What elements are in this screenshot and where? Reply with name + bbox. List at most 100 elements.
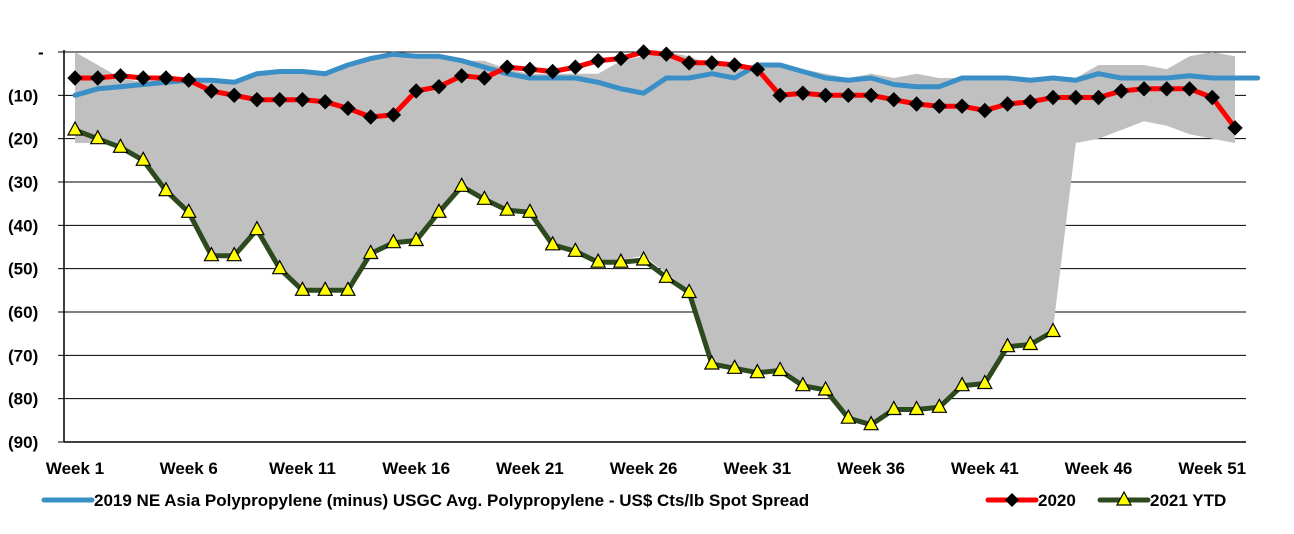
data-point-diamond (954, 98, 970, 114)
data-point-diamond (499, 59, 515, 75)
data-point-triangle (339, 281, 356, 296)
data-point-diamond (226, 87, 242, 104)
x-tick-label: Week 1 (46, 459, 104, 478)
data-point-diamond (544, 63, 561, 80)
data-point-triangle (453, 177, 470, 192)
x-tick-label: Week 21 (496, 459, 564, 478)
data-point-triangle (885, 400, 902, 416)
x-tick-label: Week 11 (269, 459, 336, 478)
data-point-triangle (908, 400, 925, 416)
data-point-triangle (180, 203, 197, 218)
data-point-triangle (430, 203, 447, 218)
y-tick-label: (50) (8, 260, 38, 279)
data-point-triangle (226, 246, 243, 262)
data-point-diamond (704, 55, 720, 71)
y-tick-label: - (38, 43, 44, 62)
data-point-diamond (1090, 89, 1107, 106)
data-point-diamond (613, 50, 629, 67)
data-point-triangle (658, 268, 675, 283)
data-point-triangle (294, 281, 311, 296)
data-point-diamond (863, 87, 879, 104)
x-tick-labels: Week 1 Week 6 Week 11 Week 16 Week 21 Week 26… (46, 459, 1246, 478)
legend-marker-triangle (1115, 490, 1133, 506)
data-point-diamond (931, 98, 948, 114)
y-tick-label: (20) (8, 130, 38, 149)
range-band (75, 52, 1235, 425)
series-line-1 (72, 49, 1238, 131)
data-point-diamond (431, 78, 447, 95)
x-tick-label: Week 41 (951, 459, 1019, 478)
data-point-diamond (158, 70, 174, 86)
min-max-range-area (75, 52, 1235, 425)
data-point-diamond (181, 72, 197, 88)
data-point-diamond (977, 102, 993, 119)
data-point-diamond (1204, 89, 1220, 106)
x-tick-label: Week 6 (160, 459, 218, 478)
data-point-diamond (1022, 94, 1039, 110)
data-point-triangle (271, 259, 288, 275)
data-point-diamond (681, 55, 697, 71)
data-point-triangle (385, 233, 402, 249)
data-point-triangle (749, 363, 766, 379)
legend-label-1: 2020 (1038, 491, 1076, 510)
y-tick-label: (10) (8, 86, 38, 105)
data-point-triangle (317, 281, 334, 296)
data-point-triangle (999, 337, 1016, 353)
data-point-triangle (499, 200, 516, 216)
y-tick-labels: - (10) (20) (30) (40) (50) (60) (70) (80) (90) (8, 43, 44, 452)
data-point-diamond (1045, 89, 1061, 106)
data-point-triangle (703, 354, 720, 370)
y-tick-label: (80) (8, 390, 38, 409)
x-tick-label: Week 31 (723, 459, 791, 478)
data-point-triangle (567, 242, 584, 257)
data-point-diamond (772, 87, 788, 104)
data-point-diamond (67, 70, 83, 86)
data-point-triangle (635, 250, 652, 266)
data-point-diamond (1136, 81, 1152, 97)
data-point-diamond (840, 87, 857, 104)
data-point-diamond (908, 96, 925, 112)
y-tick-label: (60) (8, 303, 38, 322)
data-point-diamond (317, 94, 333, 110)
data-point-triangle (66, 120, 84, 136)
data-point-triangle (476, 190, 493, 205)
data-point-triangle (89, 129, 106, 145)
data-point-diamond (90, 70, 106, 86)
y-tick-label: (90) (8, 433, 38, 452)
data-point-triangle (203, 246, 220, 262)
data-point-diamond (249, 91, 265, 108)
data-point-triangle (612, 252, 629, 268)
data-point-triangle (840, 408, 857, 424)
data-point-diamond (999, 96, 1016, 112)
axes (58, 50, 1246, 443)
data-point-diamond (795, 85, 811, 101)
data-point-triangle (248, 220, 265, 236)
data-point-diamond (271, 91, 288, 108)
data-point-triangle (954, 376, 971, 392)
data-point-diamond (567, 59, 584, 75)
data-point-diamond (1068, 89, 1084, 106)
data-point-diamond (362, 109, 379, 125)
data-point-diamond (522, 61, 538, 78)
data-point-triangle (772, 361, 789, 377)
data-point-diamond (453, 68, 470, 84)
y-tick-label: (70) (8, 346, 38, 365)
y-tick-label: (40) (8, 216, 38, 235)
legend: 2019 NE Asia Polypropylene (minus) USGC … (41, 490, 1226, 510)
data-point-triangle (408, 231, 425, 247)
x-tick-label: Week 16 (382, 459, 450, 478)
data-point-diamond (203, 83, 220, 99)
x-tick-label: Week 46 (1065, 459, 1133, 478)
data-point-diamond (590, 52, 606, 69)
x-tick-label: Week 51 (1178, 459, 1246, 478)
legend-label-0: 2019 NE Asia Polypropylene (minus) USGC … (94, 491, 809, 510)
data-point-diamond (476, 70, 493, 86)
data-point-triangle (135, 151, 152, 166)
data-point-triangle (1022, 335, 1039, 351)
data-point-triangle (681, 283, 698, 299)
data-point-triangle (521, 203, 538, 218)
data-point-diamond (817, 87, 834, 104)
data-point-diamond (1227, 120, 1243, 136)
